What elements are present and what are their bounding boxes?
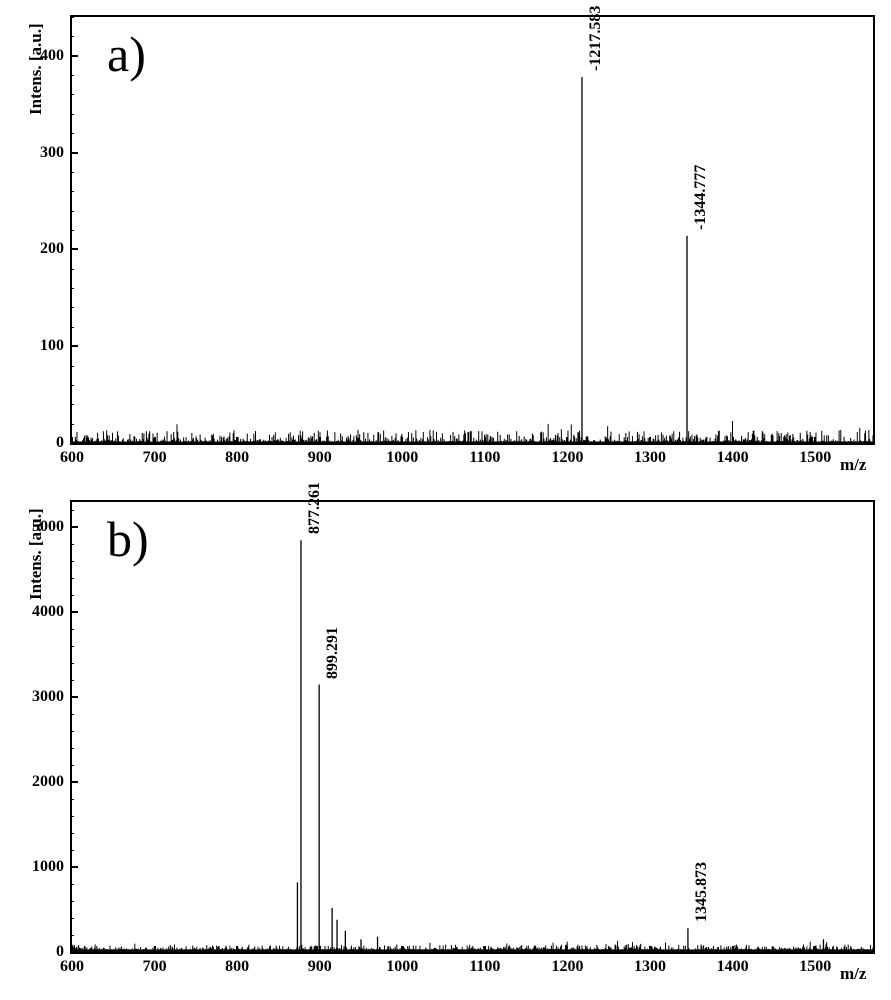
peak-label: 877.261 [306,482,324,534]
panel-a: 6007008009001000110012001300140015000100… [0,5,891,485]
figure: 6007008009001000110012001300140015000100… [0,0,891,1000]
peak-label: -1344.777 [692,164,710,229]
y-tick-label: 300 [4,144,64,162]
y-tick-label: 3000 [4,688,64,706]
panel-b-ticks: 6007008009001000110012001300140015000100… [72,502,873,952]
x-tick-label: 1400 [717,958,749,976]
x-tick-label: 1100 [469,449,500,467]
y-tick-label: 200 [4,240,64,258]
x-tick-label: 700 [143,958,167,976]
x-tick-label: 1300 [634,958,666,976]
peak-label: 1345.873 [693,862,711,922]
y-tick-label: 0 [4,943,64,961]
y-tick-label: 4000 [4,603,64,621]
x-tick-label: 800 [225,958,249,976]
y-tick-label: 100 [4,337,64,355]
x-tick-label: 1200 [551,449,583,467]
x-tick-label: 1300 [634,449,666,467]
peak-label: -1217.583 [587,6,605,71]
panel-b-letter: b) [107,510,149,568]
x-tick-label: 1400 [717,449,749,467]
panel-b-plot-box: 6007008009001000110012001300140015000100… [70,500,875,954]
panel-b: 6007008009001000110012001300140015000100… [0,490,891,995]
y-tick-label: 1000 [4,858,64,876]
x-tick-label: 1100 [469,958,500,976]
x-tick-label: 900 [308,958,332,976]
panel-a-plot-box: 6007008009001000110012001300140015000100… [70,15,875,445]
x-tick-label: 800 [225,449,249,467]
x-tick-label: 1000 [386,449,418,467]
y-tick-label: 2000 [4,773,64,791]
x-tick-label: 1500 [799,958,831,976]
x-tick-label: 1200 [551,958,583,976]
panel-a-letter: a) [107,25,146,83]
panel-a-ticks: 6007008009001000110012001300140015000100… [72,17,873,443]
panel-b-y-title: Intens. [a.u.] [26,508,46,600]
x-tick-label: 700 [143,449,167,467]
panel-b-x-title: m/z [840,964,866,984]
x-tick-label: 1000 [386,958,418,976]
x-tick-label: 900 [308,449,332,467]
peak-label: 899.291 [324,627,342,679]
panel-a-x-title: m/z [840,455,866,475]
y-tick-label: 0 [4,434,64,452]
x-tick-label: 1500 [799,449,831,467]
panel-a-y-title: Intens. [a.u.] [26,23,46,115]
